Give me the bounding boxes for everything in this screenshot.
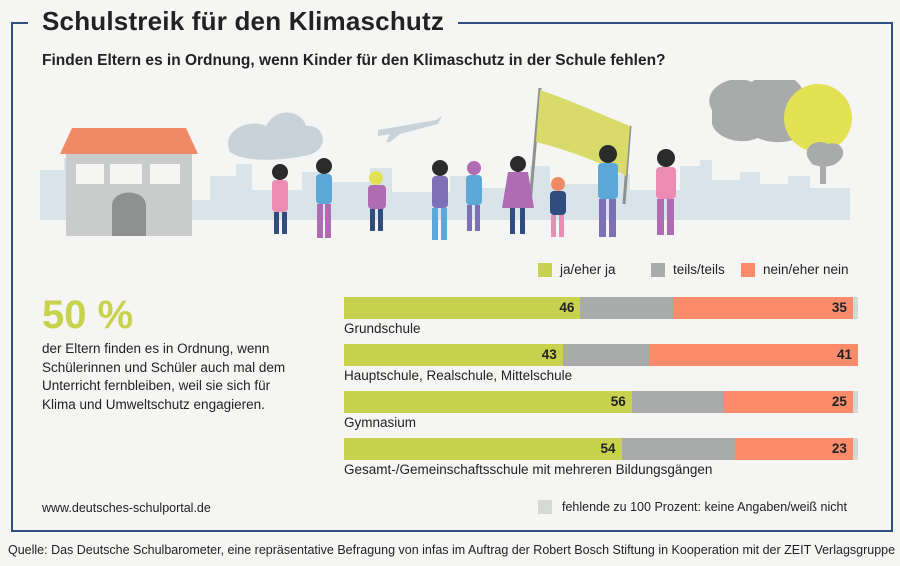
airplane xyxy=(378,116,442,142)
bar-category-label: Grundschule xyxy=(344,321,421,336)
bar-row: 46 35 xyxy=(344,297,858,319)
bar-segment-partly xyxy=(621,438,735,460)
bar-segment-no: 41 xyxy=(649,344,858,366)
bar-segment-missing xyxy=(852,391,858,413)
bar-category-label: Gesamt-/Gemeinschaftsschule mit mehreren… xyxy=(344,462,713,477)
bar-segment-no: 23 xyxy=(734,438,853,460)
bar-segment-no: 25 xyxy=(724,391,853,413)
bar-segment-partly xyxy=(631,391,725,413)
smoke-cloud-small xyxy=(228,112,323,160)
bar-segment-yes: 46 xyxy=(344,297,581,319)
legend-swatch xyxy=(741,262,755,277)
legend-item-partly: teils/teils xyxy=(651,262,725,277)
bar-value-label: 35 xyxy=(831,300,847,315)
source-url: www.deutsches-schulportal.de xyxy=(42,501,211,515)
legend-item-yes: ja/eher ja xyxy=(538,262,616,277)
bar-category-label: Hauptschule, Realschule, Mittelschule xyxy=(344,368,573,383)
legend-item-no: nein/eher nein xyxy=(741,262,849,277)
school-roof xyxy=(60,128,198,154)
missing-note: fehlende zu 100 Prozent: keine Angaben/w… xyxy=(538,500,847,514)
highlight-percent: 50 % xyxy=(42,293,134,337)
bar-segment-no: 35 xyxy=(672,297,853,319)
bar-row: 56 25 xyxy=(344,391,858,413)
legend-label: nein/eher nein xyxy=(763,262,849,277)
children-marching xyxy=(272,145,676,240)
legend-label: teils/teils xyxy=(673,262,725,277)
bar-segment-missing xyxy=(852,438,858,460)
missing-swatch xyxy=(538,500,552,514)
source-note: Quelle: Das Deutsche Schulbarometer, ein… xyxy=(8,543,896,557)
chimney xyxy=(820,164,826,184)
bar-segment-yes: 43 xyxy=(344,344,563,366)
sun xyxy=(784,84,852,152)
bar-segment-partly xyxy=(562,344,650,366)
city-skyline xyxy=(40,158,850,220)
legend-swatch xyxy=(538,262,552,277)
bar-value-label: 41 xyxy=(836,347,852,362)
page-title: Schulstreik für den Klimaschutz xyxy=(42,6,445,36)
smoke-cloud-right xyxy=(806,141,844,167)
bar-value-label: 54 xyxy=(600,441,616,456)
missing-note-text: fehlende zu 100 Prozent: keine Angaben/w… xyxy=(562,500,847,514)
bar-value-label: 43 xyxy=(541,347,557,362)
bar-row: 54 23 xyxy=(344,438,858,460)
protest-banner xyxy=(536,90,630,176)
title-wrap: Schulstreik für den Klimaschutz xyxy=(28,6,459,37)
bar-value-label: 46 xyxy=(559,300,575,315)
legend-swatch xyxy=(651,262,665,277)
legend-label: ja/eher ja xyxy=(560,262,616,277)
subtitle: Finden Eltern es in Ordnung, wenn Kinder… xyxy=(42,52,666,69)
bar-segment-missing xyxy=(852,297,858,319)
climate-strike-illustration xyxy=(40,80,852,240)
bar-value-label: 23 xyxy=(831,441,847,456)
bar-value-label: 25 xyxy=(831,394,847,409)
bar-segment-yes: 56 xyxy=(344,391,632,413)
bar-value-label: 56 xyxy=(610,394,626,409)
bar-category-label: Gymnasium xyxy=(344,415,417,430)
school-door xyxy=(112,192,146,236)
highlight-description: der Eltern finden es in Ordnung, wenn Sc… xyxy=(42,341,286,412)
bar-segment-yes: 54 xyxy=(344,438,622,460)
bar-segment-partly xyxy=(580,297,673,319)
bar-row: 43 41 xyxy=(344,344,858,366)
